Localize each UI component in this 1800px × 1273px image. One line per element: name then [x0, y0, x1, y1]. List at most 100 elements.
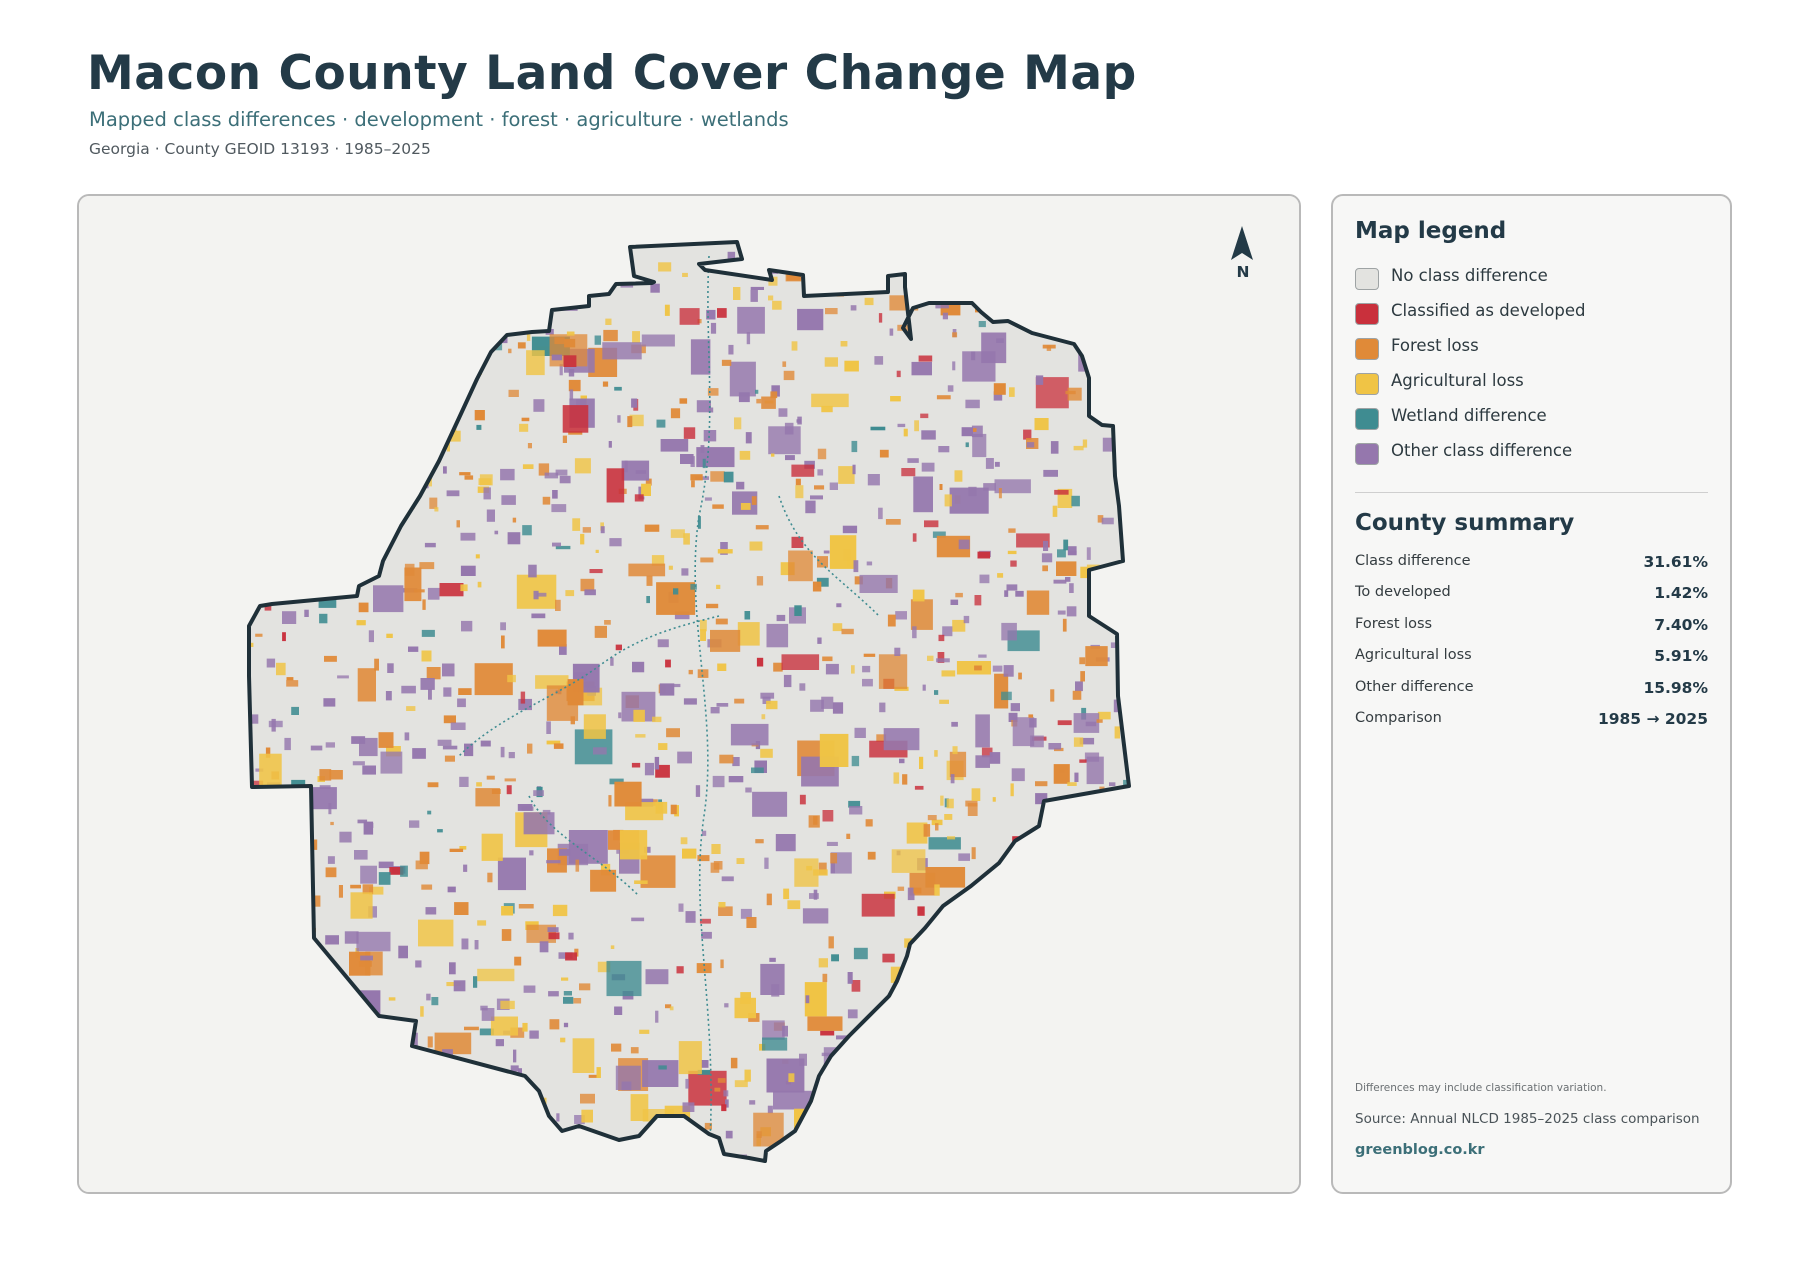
change-patch	[805, 995, 810, 1004]
change-patch	[924, 520, 939, 528]
change-patch	[664, 304, 670, 316]
change-patch	[921, 430, 936, 440]
change-patch	[847, 1009, 858, 1019]
change-patch	[1123, 779, 1129, 789]
change-patch	[992, 665, 1003, 672]
change-patch	[475, 554, 480, 559]
change-patch	[867, 474, 880, 486]
change-patch	[804, 982, 827, 1017]
change-patch	[491, 789, 501, 794]
change-patch	[853, 560, 859, 573]
legend-item-forest-loss: Forest loss	[1355, 336, 1586, 371]
change-patch	[817, 637, 822, 644]
change-patch	[415, 960, 422, 968]
change-patch	[912, 626, 917, 639]
change-patch	[823, 550, 830, 554]
change-patch	[621, 460, 650, 481]
change-patch	[427, 587, 440, 600]
change-patch	[354, 850, 368, 860]
change-patch	[755, 839, 764, 844]
site-link[interactable]: greenblog.co.kr	[1355, 1142, 1485, 1158]
summary-label: To developed	[1355, 584, 1451, 601]
summary-label: Other difference	[1355, 678, 1474, 695]
change-patch	[822, 973, 828, 983]
change-patch	[1085, 721, 1097, 727]
change-patch	[738, 392, 750, 403]
change-patch	[903, 428, 908, 437]
change-patch	[744, 611, 751, 620]
map-panel[interactable]	[77, 194, 1301, 1194]
change-patch	[282, 611, 297, 624]
change-patch	[583, 714, 606, 739]
change-patch	[501, 635, 505, 649]
change-patch	[1043, 540, 1049, 551]
change-patch	[486, 509, 495, 522]
change-patch	[365, 951, 383, 976]
change-patch	[1001, 691, 1012, 701]
change-patch	[645, 478, 652, 486]
change-patch	[1067, 550, 1077, 555]
change-patch	[401, 685, 416, 694]
change-patch	[504, 778, 516, 782]
change-patch	[690, 474, 703, 481]
summary-title: County summary	[1355, 510, 1575, 536]
change-patch	[1012, 717, 1035, 747]
change-patch	[552, 904, 568, 917]
change-patch	[608, 795, 612, 807]
county-map[interactable]	[79, 196, 1301, 1194]
change-patch	[519, 423, 529, 432]
legend-divider	[1355, 492, 1708, 493]
change-patch	[479, 1028, 494, 1036]
change-patch	[682, 848, 697, 859]
change-patch	[690, 456, 695, 467]
change-patch	[526, 334, 531, 341]
change-patch	[404, 567, 422, 602]
change-patch	[897, 423, 906, 428]
change-patch	[325, 742, 335, 748]
change-patch	[255, 633, 263, 637]
change-patch	[896, 370, 901, 378]
change-patch	[477, 486, 490, 493]
change-patch	[584, 589, 596, 596]
change-patch	[911, 361, 932, 376]
change-patch	[808, 815, 820, 828]
change-patch	[573, 998, 582, 1004]
legend-list: No class difference Classified as develo…	[1355, 266, 1586, 476]
stream-line	[694, 255, 712, 1157]
change-patch	[751, 767, 764, 774]
change-patch	[934, 750, 938, 757]
change-patch	[679, 398, 688, 404]
change-patch	[330, 821, 334, 826]
change-patch	[974, 595, 982, 606]
change-patch	[791, 464, 815, 477]
change-patch	[971, 425, 983, 438]
change-patch	[461, 938, 469, 950]
change-patch	[1001, 622, 1017, 641]
change-patch	[398, 945, 408, 959]
change-patch	[442, 745, 458, 750]
change-patch	[481, 1008, 495, 1021]
change-patch	[851, 980, 861, 992]
summary-value: 1.42%	[1654, 584, 1708, 603]
change-patch	[725, 1099, 729, 1108]
change-patch	[627, 416, 633, 428]
change-patch	[546, 721, 551, 734]
change-patch	[594, 625, 607, 638]
change-patch	[597, 961, 611, 973]
county-boundary	[247, 240, 1131, 1163]
change-patch	[439, 583, 464, 597]
change-patch	[563, 991, 572, 996]
change-patch	[374, 658, 379, 671]
stream-network	[458, 255, 880, 1157]
change-patch	[561, 977, 569, 981]
change-patch	[711, 844, 721, 854]
change-patch	[1029, 718, 1037, 728]
change-patch	[717, 663, 727, 671]
change-patch	[944, 494, 952, 507]
change-patch	[734, 417, 742, 430]
change-patch	[963, 615, 970, 624]
change-patch	[580, 533, 585, 545]
change-patch	[574, 458, 591, 474]
change-patch	[266, 658, 276, 668]
change-patch	[606, 468, 625, 503]
